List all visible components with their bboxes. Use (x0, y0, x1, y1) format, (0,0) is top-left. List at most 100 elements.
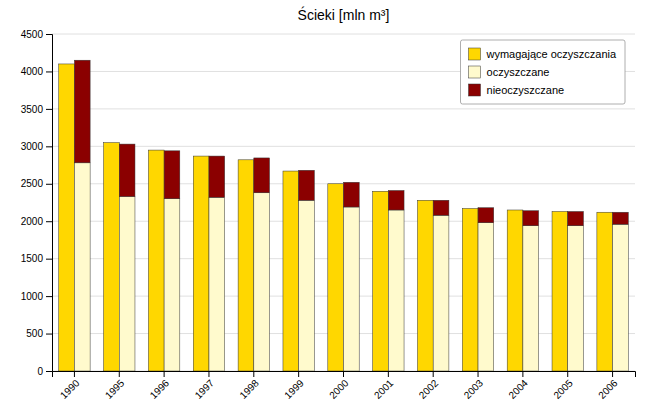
tick-mark (433, 371, 434, 377)
tick-label: 3500 (21, 104, 44, 115)
legend-swatch (469, 84, 481, 96)
legend-label: nieoczyszczane (487, 84, 565, 96)
bar (119, 197, 135, 371)
tick: 1997 (193, 371, 217, 401)
tick: 4500 (21, 29, 52, 40)
bar (568, 226, 584, 371)
tick-mark (478, 371, 479, 377)
tick: 1999 (282, 371, 306, 401)
grid (52, 34, 635, 371)
bars (59, 60, 629, 371)
bar (283, 171, 299, 371)
tick-mark (343, 371, 344, 377)
bar (613, 212, 629, 224)
tick: 2005 (551, 371, 575, 401)
tick: 2001 (372, 371, 396, 401)
grid-line (52, 108, 635, 109)
tick-mark (208, 371, 209, 377)
tick-label: 500 (26, 328, 43, 339)
tick: 3500 (21, 104, 52, 115)
tick: 2000 (21, 216, 52, 227)
bar (433, 215, 449, 371)
tick-label: 1500 (21, 253, 44, 264)
legend-item: oczyszczane (469, 66, 550, 78)
title: Ścieki [mln m³] (298, 6, 390, 23)
tick-label: 0 (37, 366, 43, 377)
bar (74, 60, 90, 163)
tick-label: 1000 (21, 291, 44, 302)
bar (507, 210, 523, 371)
legend-label: wymagające oczyszczania (486, 48, 617, 60)
bar (478, 208, 494, 223)
tick-mark (298, 371, 299, 377)
tick-mark (46, 296, 52, 297)
tick-label: 2004 (506, 377, 530, 401)
tick: 2006 (596, 371, 620, 401)
bar (597, 212, 613, 371)
tick-label: 1996 (148, 377, 172, 401)
tick-mark (612, 371, 613, 377)
tick: 500 (26, 328, 52, 339)
tick-mark (46, 146, 52, 147)
bar (613, 224, 629, 371)
bar (299, 200, 315, 371)
tick-mark (388, 371, 389, 377)
tick: 1998 (237, 371, 261, 401)
tick-mark (164, 371, 165, 377)
bar (74, 163, 90, 371)
tick-mark (567, 371, 568, 377)
bar (388, 210, 404, 371)
bar (148, 150, 164, 371)
tick: 2003 (462, 371, 486, 401)
tick: 1000 (21, 291, 52, 302)
tick-label: 1997 (193, 377, 217, 401)
tick-mark (46, 371, 52, 372)
bar (344, 182, 360, 207)
tick-label: 2000 (327, 377, 351, 401)
bar (164, 151, 180, 199)
axis-line (53, 372, 636, 378)
legend-items: wymagające oczyszczania oczyszczane nieocz… (469, 48, 617, 96)
tick-label: 2002 (417, 377, 441, 401)
plot: 0500100015002000250030003500400045001990… (21, 29, 636, 401)
tick-mark (522, 371, 523, 377)
x-axis: 1990199519961997199819992000200120022003… (53, 371, 636, 401)
tick-mark (119, 371, 120, 377)
y-axis: 050010001500200025003000350040004500 (21, 29, 53, 377)
bar (209, 156, 225, 197)
bar (552, 211, 568, 371)
legend-label: oczyszczane (487, 66, 550, 78)
bar (238, 160, 254, 371)
bar (373, 191, 389, 371)
bar (328, 184, 344, 371)
tick: 2004 (506, 371, 530, 401)
bar (254, 193, 270, 371)
tick-label: 2003 (462, 377, 486, 401)
bar (119, 144, 135, 196)
bar (568, 211, 584, 225)
bar (299, 170, 315, 200)
legend-item: wymagające oczyszczania (469, 48, 617, 60)
tick-mark (46, 184, 52, 185)
tick-mark (46, 71, 52, 72)
tick-label: 2000 (21, 216, 44, 227)
tick: 2000 (327, 371, 351, 401)
bar (209, 197, 225, 371)
tick-mark (46, 221, 52, 222)
chart: 0500100015002000250030003500400045001990… (0, 0, 651, 419)
bar (254, 158, 270, 193)
tick-mark (253, 371, 254, 377)
tick: 3000 (21, 141, 52, 152)
tick-label: 2006 (596, 377, 620, 401)
tick-mark (46, 109, 52, 110)
tick-label: 1995 (103, 377, 127, 401)
axis-line (46, 35, 53, 372)
bar (433, 200, 449, 215)
tick-mark (74, 371, 75, 377)
legend-swatch (469, 66, 481, 78)
bar (164, 199, 180, 371)
tick: 2500 (21, 178, 52, 189)
tick-label: 1998 (237, 377, 261, 401)
legend: wymagające oczyszczania oczyszczane nieocz… (461, 40, 625, 104)
bar (388, 191, 404, 210)
